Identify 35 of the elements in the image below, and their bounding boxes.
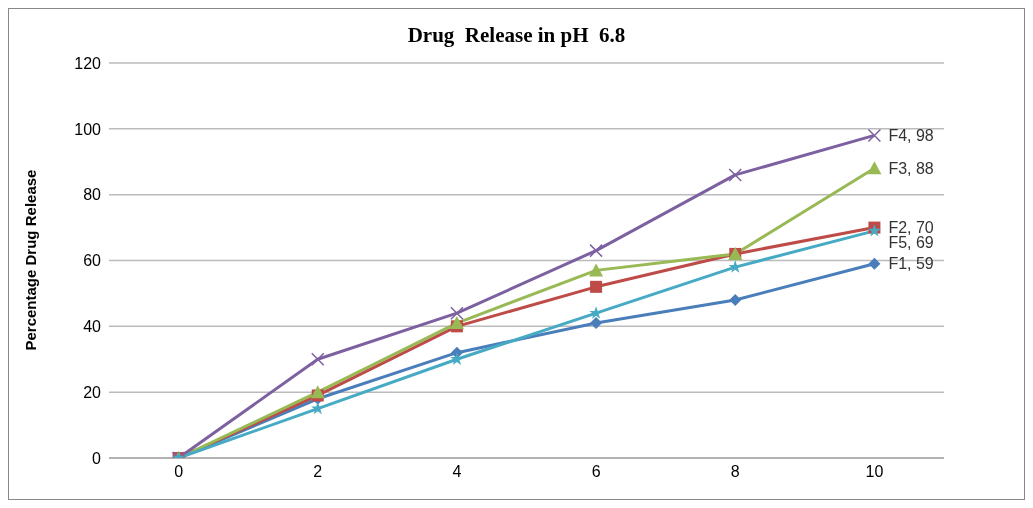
point	[590, 280, 603, 293]
point	[449, 316, 464, 330]
x-tick-label: 0	[174, 463, 184, 481]
point	[589, 243, 603, 258]
y-tick-label: 80	[83, 186, 102, 204]
y-tick-label: 120	[74, 54, 102, 72]
point	[450, 306, 464, 320]
chart-title: Drug Release in pH 6.8	[406, 23, 627, 49]
point	[589, 306, 603, 319]
point	[310, 385, 325, 399]
point	[729, 294, 742, 306]
point	[728, 168, 742, 182]
y-tick-label: 0	[92, 449, 102, 467]
annotation: F5, 69	[888, 234, 934, 252]
y-tick-label: 100	[74, 120, 102, 138]
x-tick-label: 4	[452, 463, 462, 481]
point	[311, 352, 325, 366]
point	[867, 161, 882, 175]
point	[590, 317, 603, 330]
x-tick-label: 6	[591, 463, 601, 481]
y-tick-label: 20	[83, 383, 102, 401]
annotation: F2, 70	[888, 219, 934, 237]
x-tick-label: 2	[313, 463, 323, 481]
annotation: F1, 59	[888, 255, 934, 273]
y-tick-label: 40	[83, 318, 102, 336]
x-tick-label: 8	[730, 463, 740, 481]
annotation: F4, 98	[888, 127, 934, 145]
y-tick-label: 60	[83, 252, 102, 270]
point	[589, 263, 604, 277]
point	[728, 260, 742, 273]
y-axis-title: Percentage Drug Release	[22, 169, 40, 351]
annotation: F3, 88	[888, 160, 934, 178]
point	[867, 128, 882, 143]
point	[868, 257, 881, 270]
x-tick-label: 10	[865, 463, 884, 481]
